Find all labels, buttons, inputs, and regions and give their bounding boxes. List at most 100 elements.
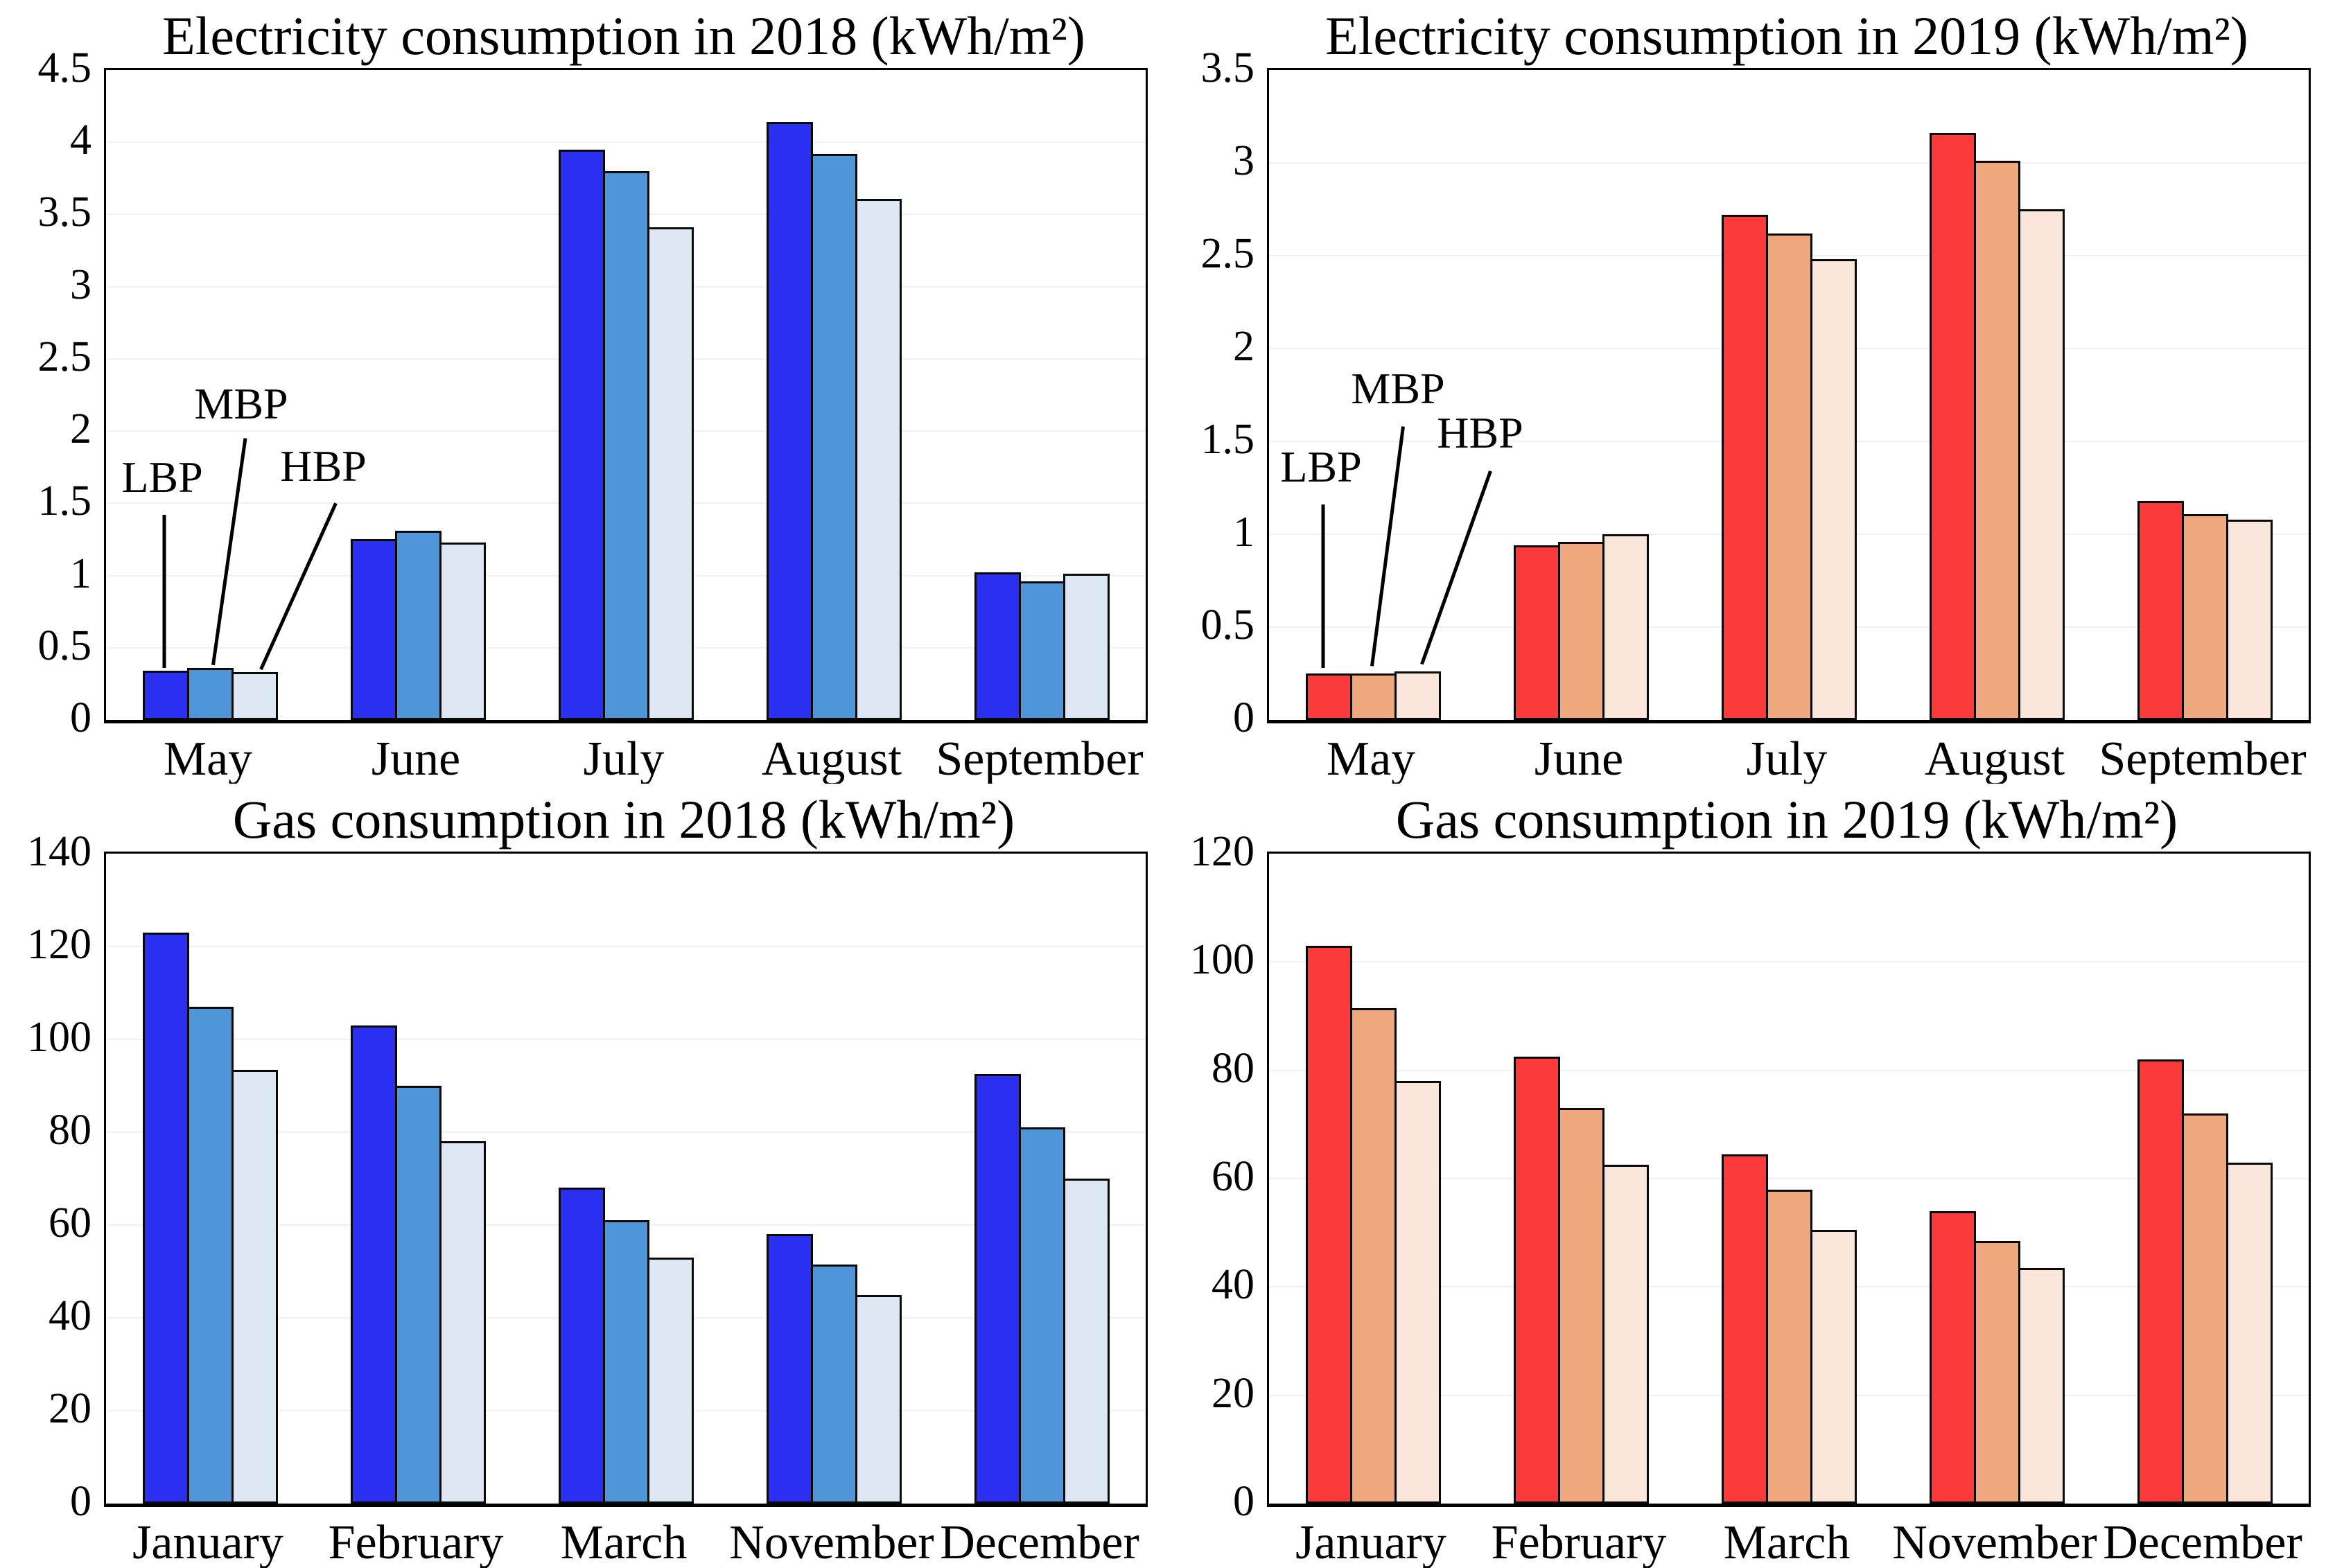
chart-gas-2018: Gas consumption in 2018 (kWh/m²) 0 20 40 60… (0, 784, 1163, 1568)
plot-area: LBP MBP HBP (104, 68, 1148, 723)
annotation-MBP: MBP (1351, 364, 1445, 414)
y-tick-label: 3.5 (1200, 44, 1255, 91)
gridline (106, 946, 1146, 947)
bar-LBP-June (1513, 545, 1560, 720)
y-tick-label: 1 (70, 549, 91, 597)
bar-MBP-July (1765, 233, 1812, 720)
plot-area: LBP MBP HBP (1267, 68, 2311, 723)
x-axis-label: February (328, 1516, 504, 1568)
bar-MBP-January (1349, 1007, 1397, 1504)
x-axis-label: June (1534, 732, 1624, 784)
y-tick-label: 20 (49, 1385, 91, 1432)
bar-LBP-May (1305, 673, 1352, 720)
gridline (106, 141, 1146, 143)
bar-HBP-February (1602, 1165, 1649, 1504)
y-tick-label: 20 (1212, 1369, 1254, 1417)
bar-MBP-December (2181, 1113, 2228, 1504)
chart-electricity-2019: Electricity consumption in 2019 (kWh/m²)… (1163, 0, 2326, 784)
plot-area (1267, 852, 2311, 1507)
y-tick-label: 120 (1190, 828, 1254, 875)
bar-MBP-March (1765, 1189, 1812, 1504)
bar-HBP-December (1063, 1179, 1110, 1504)
bar-HBP-May (1394, 671, 1441, 720)
bar-HBP-March (647, 1257, 694, 1504)
bar-HBP-June (1602, 534, 1649, 720)
x-axis-label: February (1491, 1516, 1667, 1568)
x-axis-label: January (1295, 1516, 1446, 1568)
bar-HBP-November (2018, 1267, 2065, 1504)
x-axis-label: January (132, 1516, 283, 1568)
y-tick-label: 3 (70, 261, 91, 308)
bar-MBP-June (394, 530, 441, 720)
y-tick-label: 0 (1233, 694, 1254, 741)
bar-LBP-June (350, 539, 397, 720)
x-axis-label: December (2103, 1516, 2302, 1568)
y-tick-label: 0 (70, 1478, 91, 1525)
x-axis-label: June (371, 732, 461, 784)
bar-MBP-February (1557, 1108, 1604, 1504)
chart-title: Gas consumption in 2019 (kWh/m²) (1395, 789, 2178, 849)
y-tick-label: 100 (1190, 936, 1254, 984)
bar-HBP-July (1810, 259, 1857, 720)
y-tick-label: 1 (1233, 509, 1254, 556)
bar-MBP-August (810, 153, 857, 720)
y-tick-label: 2.5 (1200, 230, 1255, 277)
bar-LBP-November (766, 1234, 813, 1504)
chart-electricity-2018: Electricity consumption in 2018 (kWh/m²)… (0, 0, 1163, 784)
leader-line-MBP (211, 438, 247, 666)
gridline (1269, 1178, 2309, 1179)
annotation-HBP: HBP (280, 441, 367, 491)
y-tick-label: 40 (49, 1292, 91, 1339)
bar-LBP-March (558, 1188, 605, 1504)
bar-HBP-January (1394, 1081, 1441, 1504)
y-tick-label: 2 (70, 405, 91, 453)
chart-gas-2019: Gas consumption in 2019 (kWh/m²) 0 20 40 60… (1163, 784, 2326, 1568)
annotation-MBP: MBP (194, 378, 288, 428)
y-tick-label: 1.5 (1200, 416, 1255, 463)
chart-title: Electricity consumption in 2019 (kWh/m²) (1325, 6, 2248, 66)
y-tick-label: 3 (1233, 137, 1254, 184)
bar-MBP-January (186, 1007, 234, 1504)
gridline (106, 1131, 1146, 1133)
bar-MBP-May (186, 667, 234, 720)
leader-lines (1321, 426, 1492, 668)
bar-MBP-May (1349, 673, 1397, 720)
bar-HBP-August (855, 198, 902, 720)
x-axis-label: September (936, 732, 1144, 784)
bar-MBP-December (1018, 1127, 1065, 1504)
chart-title: Gas consumption in 2018 (kWh/m²) (232, 789, 1015, 849)
x-axis-label: September (2099, 732, 2307, 784)
y-tick-label: 100 (27, 1014, 91, 1061)
y-tick-label: 4 (70, 116, 91, 164)
x-axis-label: November (729, 1516, 934, 1568)
y-tick-label: 0 (1233, 1478, 1254, 1525)
bar-HBP-February (439, 1141, 486, 1504)
bar-MBP-August (1973, 161, 2020, 720)
bar-MBP-November (810, 1264, 857, 1504)
bar-MBP-November (1973, 1240, 2020, 1504)
x-axis-label: March (1723, 1516, 1851, 1568)
y-tick-label: 0 (70, 694, 91, 741)
bar-MBP-September (2181, 513, 2228, 720)
x-axis-label: December (940, 1516, 1139, 1568)
y-tick-label: 2 (1233, 323, 1254, 370)
annotation-LBP: LBP (121, 452, 203, 502)
annotation-HBP: HBP (1437, 408, 1523, 458)
bar-HBP-March (1810, 1230, 1857, 1504)
bar-LBP-February (1513, 1057, 1560, 1504)
leader-line-MBP (1370, 426, 1405, 667)
gridline (1269, 162, 2309, 164)
y-tick-label: 0.5 (1200, 601, 1255, 649)
y-tick-label: 40 (1212, 1261, 1254, 1309)
bar-HBP-December (2226, 1162, 2273, 1504)
bar-MBP-February (394, 1086, 441, 1504)
x-axis-label: November (1892, 1516, 2097, 1568)
y-tick-label: 80 (49, 1107, 91, 1154)
annotation-LBP: LBP (1280, 441, 1362, 491)
bar-MBP-June (1557, 541, 1604, 720)
y-tick-label: 1.5 (37, 477, 92, 525)
y-tick-label: 80 (1212, 1044, 1254, 1092)
leader-lines (162, 438, 338, 671)
bar-LBP-March (1721, 1154, 1768, 1504)
